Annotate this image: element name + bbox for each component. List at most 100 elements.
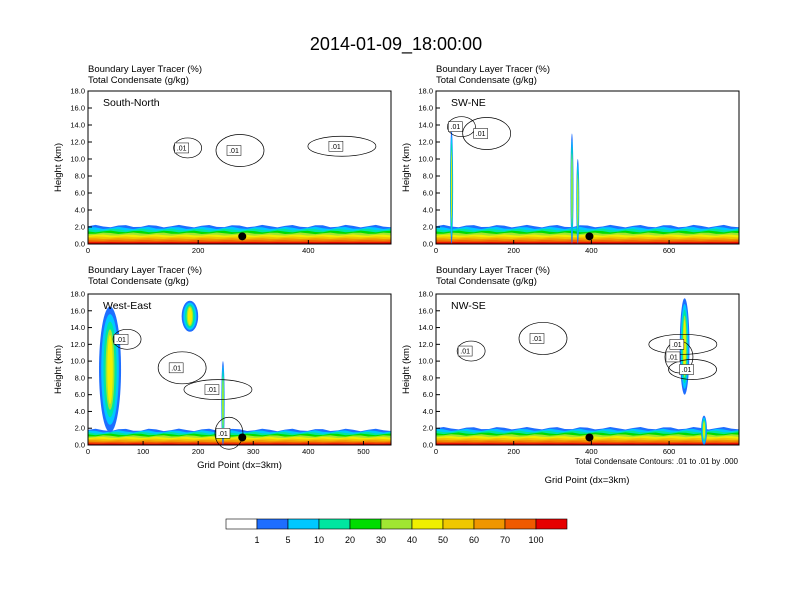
colorbar-level-label: 100 (528, 535, 543, 545)
y-tick-label: 0.0 (423, 441, 433, 450)
contour-label-3: .01 (672, 342, 682, 349)
y-tick-label: 12.0 (70, 138, 85, 147)
colorbar-swatch-5 (349, 518, 382, 530)
contour-outline-1 (456, 340, 486, 362)
x-tick-label: 0 (434, 246, 438, 255)
site-marker (238, 433, 247, 442)
y-tick-label: 12.0 (418, 138, 433, 147)
y-tick-label: 0.0 (423, 240, 433, 249)
y-axis-label: Height (km) (53, 345, 64, 394)
x-tick-label: 600 (663, 447, 676, 456)
x-tick-label: 200 (192, 447, 205, 456)
x-tick-label: 100 (137, 447, 150, 456)
panel-label: West-East (103, 300, 151, 312)
y-tick-label: 8.0 (423, 172, 433, 181)
tracer-plume-3 (576, 159, 580, 244)
colorbar-level-label: 30 (376, 535, 386, 545)
colorbar-swatch-3 (287, 518, 320, 530)
contour-label-1: .01 (451, 124, 461, 131)
y-tick-label: 16.0 (418, 104, 433, 113)
x-tick-label: 200 (507, 246, 520, 255)
contour-label-box-1 (457, 345, 473, 357)
plume-layer-5 (222, 379, 224, 427)
y-tick-label: 4.0 (423, 206, 433, 215)
colorbar-level-label: 70 (500, 535, 510, 545)
colorbar-swatch-8 (442, 518, 475, 530)
x-axis-label: Grid Point (dx=3km) (197, 460, 282, 471)
colorbar-swatch-2 (256, 518, 289, 530)
plot-frame (87, 90, 392, 245)
y-tick-label: 12.0 (418, 340, 433, 349)
contour-label-2: .01 (229, 148, 239, 155)
contour-outline-1 (447, 116, 476, 138)
panel-1: Boundary Layer Tracer (%)Total Condensat… (53, 64, 392, 255)
contour-label-box-4 (665, 351, 681, 363)
plume-layer-5 (571, 158, 573, 220)
x-tick-label: 200 (507, 447, 520, 456)
site-marker (585, 433, 594, 442)
x-tick-label: 600 (663, 246, 676, 255)
y-tick-label: 6.0 (423, 189, 433, 198)
plot-frame (87, 293, 392, 446)
contour-label-4: .01 (668, 354, 678, 361)
y-tick-label: 10.0 (70, 155, 85, 164)
condensate-contours (112, 328, 253, 450)
y-tick-label: 14.0 (418, 323, 433, 332)
plot-frame (435, 90, 740, 245)
panels: Boundary Layer Tracer (%) Total Condensat… (53, 64, 740, 471)
y-tick-label: 4.0 (75, 206, 85, 215)
y-tick-label: 18.0 (70, 87, 85, 96)
x-tick-label: 400 (585, 447, 598, 456)
field-label-tracer: Boundary Layer Tracer (%) (436, 265, 550, 276)
panel-3: Boundary Layer Tracer (%)Total Condensat… (53, 265, 392, 471)
y-tick-label: 2.0 (75, 424, 85, 433)
y-tick-label: 0.0 (75, 240, 85, 249)
colorbar-level-label: 60 (469, 535, 479, 545)
contour-outline-5 (668, 359, 717, 380)
x-tick-label: 0 (86, 246, 90, 255)
site-marker (585, 232, 594, 241)
contour-label-box-2 (529, 333, 545, 344)
panel-4: Boundary Layer Tracer (%)Total Condensat… (401, 265, 740, 456)
y-tick-label: 18.0 (418, 87, 433, 96)
tracer-plume-2 (570, 133, 574, 244)
contour-label-box-4 (215, 428, 231, 439)
x-tick-label: 400 (302, 447, 315, 456)
tracer-plume-3 (221, 361, 225, 445)
colorbar-level-label: 1 (254, 535, 259, 545)
y-axis-label: Height (km) (53, 143, 64, 192)
tracer-plume-2 (701, 415, 707, 446)
y-tick-label: 6.0 (75, 390, 85, 399)
panel-label: South-North (103, 97, 160, 109)
y-tick-label: 8.0 (75, 373, 85, 382)
y-tick-label: 14.0 (418, 121, 433, 130)
colorbar-swatch-4 (318, 518, 351, 530)
contour-outline-3 (648, 333, 718, 355)
contour-label-3: .01 (207, 387, 217, 394)
contour-label-4: .01 (218, 431, 228, 438)
x-axis-label-bottom-right: Grid Point (dx=3km) (545, 475, 630, 486)
y-tick-label: 18.0 (418, 290, 433, 299)
contour-outline-2 (462, 117, 512, 150)
y-tick-label: 14.0 (70, 121, 85, 130)
field-label-condensate: Total Condensate (g/kg) (436, 75, 537, 86)
contour-outline-3 (183, 379, 253, 400)
contour-label-1: .01 (177, 145, 187, 152)
panel-2: Boundary Layer Tracer (%)Total Condensat… (401, 64, 740, 255)
contour-outline-3 (307, 135, 377, 157)
contour-label-box-3 (204, 384, 220, 395)
plume-layer-5 (577, 178, 579, 225)
colorbar-swatch-7 (411, 518, 444, 530)
contour-label-box-3 (669, 339, 685, 350)
plume-layer-5 (703, 422, 705, 439)
tracer-plume-1 (99, 306, 122, 433)
contour-outline-2 (215, 134, 265, 167)
y-tick-label: 6.0 (423, 390, 433, 399)
y-tick-label: 4.0 (75, 407, 85, 416)
contour-label-2: .01 (532, 336, 542, 343)
y-tick-label: 8.0 (75, 172, 85, 181)
colorbar-level-label: 20 (345, 535, 355, 545)
contour-note: Total Condensate Contours: .01 to .01 by… (575, 457, 739, 466)
contour-label-3: .01 (331, 144, 341, 151)
